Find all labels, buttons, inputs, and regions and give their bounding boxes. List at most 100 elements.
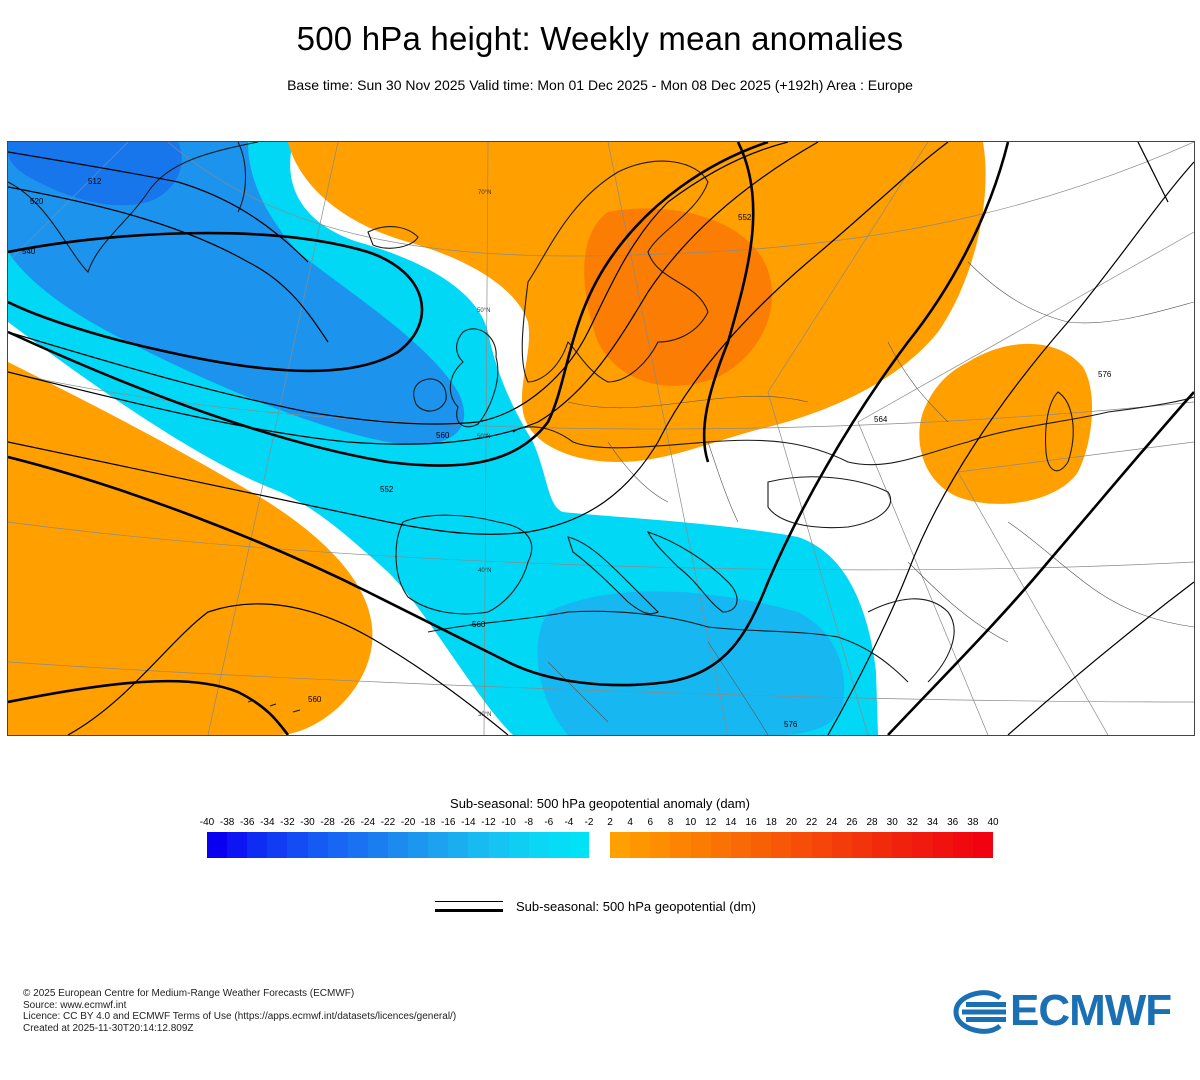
colorbar-cell	[528, 832, 549, 858]
colorbar-cell	[568, 832, 590, 858]
contour-line	[8, 186, 329, 343]
colorbar-cell	[972, 832, 993, 858]
latitude-labels: 70°N 50°N 50°N 40°N 30°N	[477, 190, 491, 718]
colorbar-cell	[690, 832, 711, 858]
ecmwf-logo-text: ECMWF	[1010, 986, 1172, 1035]
iceland-coast	[367, 226, 419, 249]
colorbar-tick-label: -20	[400, 817, 416, 828]
anomaly-map: 512 520 540 552 552 560 560 560 564 576 …	[7, 141, 1195, 736]
latitude-label: 50°N	[477, 434, 490, 440]
colorbar-tick-label: -6	[544, 817, 554, 828]
contour-labels: 512 520 540 552 552 560 560 560 564 576 …	[22, 177, 1112, 729]
colorbar-cell	[892, 832, 913, 858]
greenland-coast	[8, 142, 259, 274]
colorbar-cell	[207, 832, 228, 858]
colorbar-tick-label: -8	[524, 817, 534, 828]
colorbar-tick-label: 18	[765, 817, 777, 828]
colorbar-cell	[730, 832, 752, 858]
iberia-coast	[395, 514, 533, 615]
colorbar-tick-label: 16	[745, 817, 757, 828]
colorbar-cell	[287, 832, 308, 858]
colorbar-tick-label: 22	[806, 817, 818, 828]
colorbar-cell	[408, 832, 429, 858]
colorbar-cell	[548, 832, 569, 858]
chart-subtitle: Base time: Sun 30 Nov 2025 Valid time: M…	[287, 77, 913, 93]
mideast-coast	[867, 598, 955, 683]
colorbar-tick-label: -36	[239, 817, 255, 828]
latitude-label: 30°N	[478, 712, 491, 718]
anomaly-fields	[8, 142, 1093, 735]
contour-legend-swatch	[435, 898, 505, 914]
balkans-coast	[646, 531, 738, 613]
positive-anomaly-north-core	[584, 208, 773, 386]
colorbar-tick-label: 20	[785, 817, 797, 828]
graticule	[8, 142, 1194, 735]
colorbar-tick-label: -30	[300, 817, 315, 828]
colorbar-tick-label: -14	[461, 817, 476, 828]
contour-label: 560	[308, 695, 322, 704]
colorbar-cell	[387, 832, 409, 858]
thin-contour-sample	[435, 901, 503, 902]
thick-contour-sample	[435, 909, 503, 912]
negative-anomaly-core	[8, 142, 182, 206]
contour-label: 576	[1098, 370, 1112, 379]
colorbar-cell	[952, 832, 973, 858]
contour-line	[1007, 581, 1194, 735]
ecmwf-logo-icon	[953, 990, 1006, 1034]
colorbar-cell	[428, 832, 449, 858]
colorbar-cell	[811, 832, 832, 858]
contour-line	[1137, 142, 1169, 203]
source-text: Source: www.ecmwf.int	[23, 999, 127, 1011]
colorbar-tick-label: 2	[607, 817, 613, 828]
colorbar-tick-label: -24	[360, 817, 376, 828]
colorbar-tick-label: 8	[667, 817, 674, 828]
contour-line	[8, 679, 290, 735]
contour-line	[67, 603, 509, 735]
contour-line	[8, 151, 309, 263]
colorbar-cell	[327, 832, 348, 858]
colorbar-tick-label: 34	[926, 817, 939, 828]
chart-title: 500 hPa height: Weekly mean anomalies	[296, 20, 904, 57]
colorbar-tick-label: 36	[947, 817, 959, 828]
colorbar-tick-label: -22	[380, 817, 396, 828]
colorbar-tick-label: -2	[584, 817, 594, 828]
contour-line	[8, 142, 1010, 687]
contour-legend-label: Sub-seasonal: 500 hPa geopotential (dm)	[516, 899, 756, 914]
colorbar-cell	[508, 832, 529, 858]
contour-label: 540	[22, 247, 36, 256]
contour-label: 552	[380, 485, 394, 494]
colorbar-cell	[267, 832, 288, 858]
colorbar-tick-label: 24	[826, 817, 838, 828]
colorbar-tick-label: 32	[906, 817, 918, 828]
latitude-label: 40°N	[478, 568, 491, 574]
latitude-label: 70°N	[478, 190, 491, 196]
colorbar-tick-label: -28	[320, 817, 335, 828]
created-text: Created at 2025-11-30T20:14:12.809Z	[23, 1022, 194, 1034]
colorbar-tick-label: -34	[260, 817, 275, 828]
positive-colorbar	[610, 832, 993, 858]
colorbar-tick-label: 40	[987, 817, 999, 828]
colorbar-tick-label: -12	[481, 817, 496, 828]
negative-anomaly-med-area	[537, 591, 845, 735]
contour-label: 552	[738, 213, 752, 222]
contour-label: 512	[88, 177, 102, 186]
colorbar-cell	[872, 832, 893, 858]
colorbar-tick-label: -4	[564, 817, 574, 828]
footer-credits: © 2025 European Centre for Medium-Range …	[23, 988, 456, 1034]
colorbar-tick-label: -32	[280, 817, 295, 828]
north-africa-coast	[427, 610, 909, 683]
contour-line	[8, 231, 424, 373]
colorbar-tick-label: -40	[199, 817, 215, 828]
coastlines	[8, 142, 1194, 713]
colorbar-cell	[751, 832, 772, 858]
contour-line	[8, 142, 949, 535]
negative-colorbar	[207, 832, 590, 858]
italy-coast	[567, 536, 659, 615]
colorbar-cell	[771, 832, 792, 858]
colorbar-cell	[670, 832, 691, 858]
british-isles-coast	[449, 328, 499, 428]
colorbar-tick-label: 30	[886, 817, 898, 828]
ireland-coast	[413, 378, 447, 412]
colorbar-cell	[630, 832, 651, 858]
contour-line	[8, 142, 819, 445]
